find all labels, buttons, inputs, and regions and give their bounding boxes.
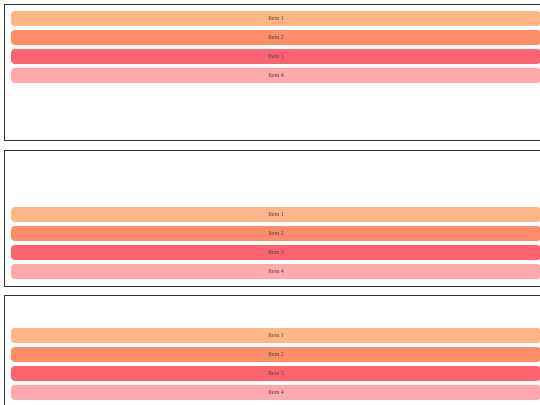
list-item-3[interactable]: Item 3 bbox=[11, 245, 540, 260]
list-item-2[interactable]: Item 2 bbox=[11, 30, 540, 45]
item-list: Item 1 Item 2 Item 3 Item 4 bbox=[11, 328, 540, 400]
list-item-1[interactable]: Item 1 bbox=[11, 207, 540, 222]
flex-container-bottom: Item 1 Item 2 Item 3 Item 4 bbox=[4, 295, 540, 405]
list-item-2[interactable]: Item 2 bbox=[11, 347, 540, 362]
list-item-2[interactable]: Item 2 bbox=[11, 226, 540, 241]
list-item-4[interactable]: Item 4 bbox=[11, 385, 540, 400]
list-item-3[interactable]: Item 3 bbox=[11, 366, 540, 381]
list-item-4[interactable]: Item 4 bbox=[11, 68, 540, 83]
list-item-3[interactable]: Item 3 bbox=[11, 49, 540, 64]
flex-container-middle: Item 1 Item 2 Item 3 Item 4 bbox=[4, 150, 540, 287]
list-item-4[interactable]: Item 4 bbox=[11, 264, 540, 279]
item-list: Item 1 Item 2 Item 3 Item 4 bbox=[11, 207, 540, 279]
item-list: Item 1 Item 2 Item 3 Item 4 bbox=[11, 11, 540, 83]
list-item-1[interactable]: Item 1 bbox=[11, 11, 540, 26]
list-item-1[interactable]: Item 1 bbox=[11, 328, 540, 343]
flex-container-top: Item 1 Item 2 Item 3 Item 4 bbox=[4, 4, 540, 141]
